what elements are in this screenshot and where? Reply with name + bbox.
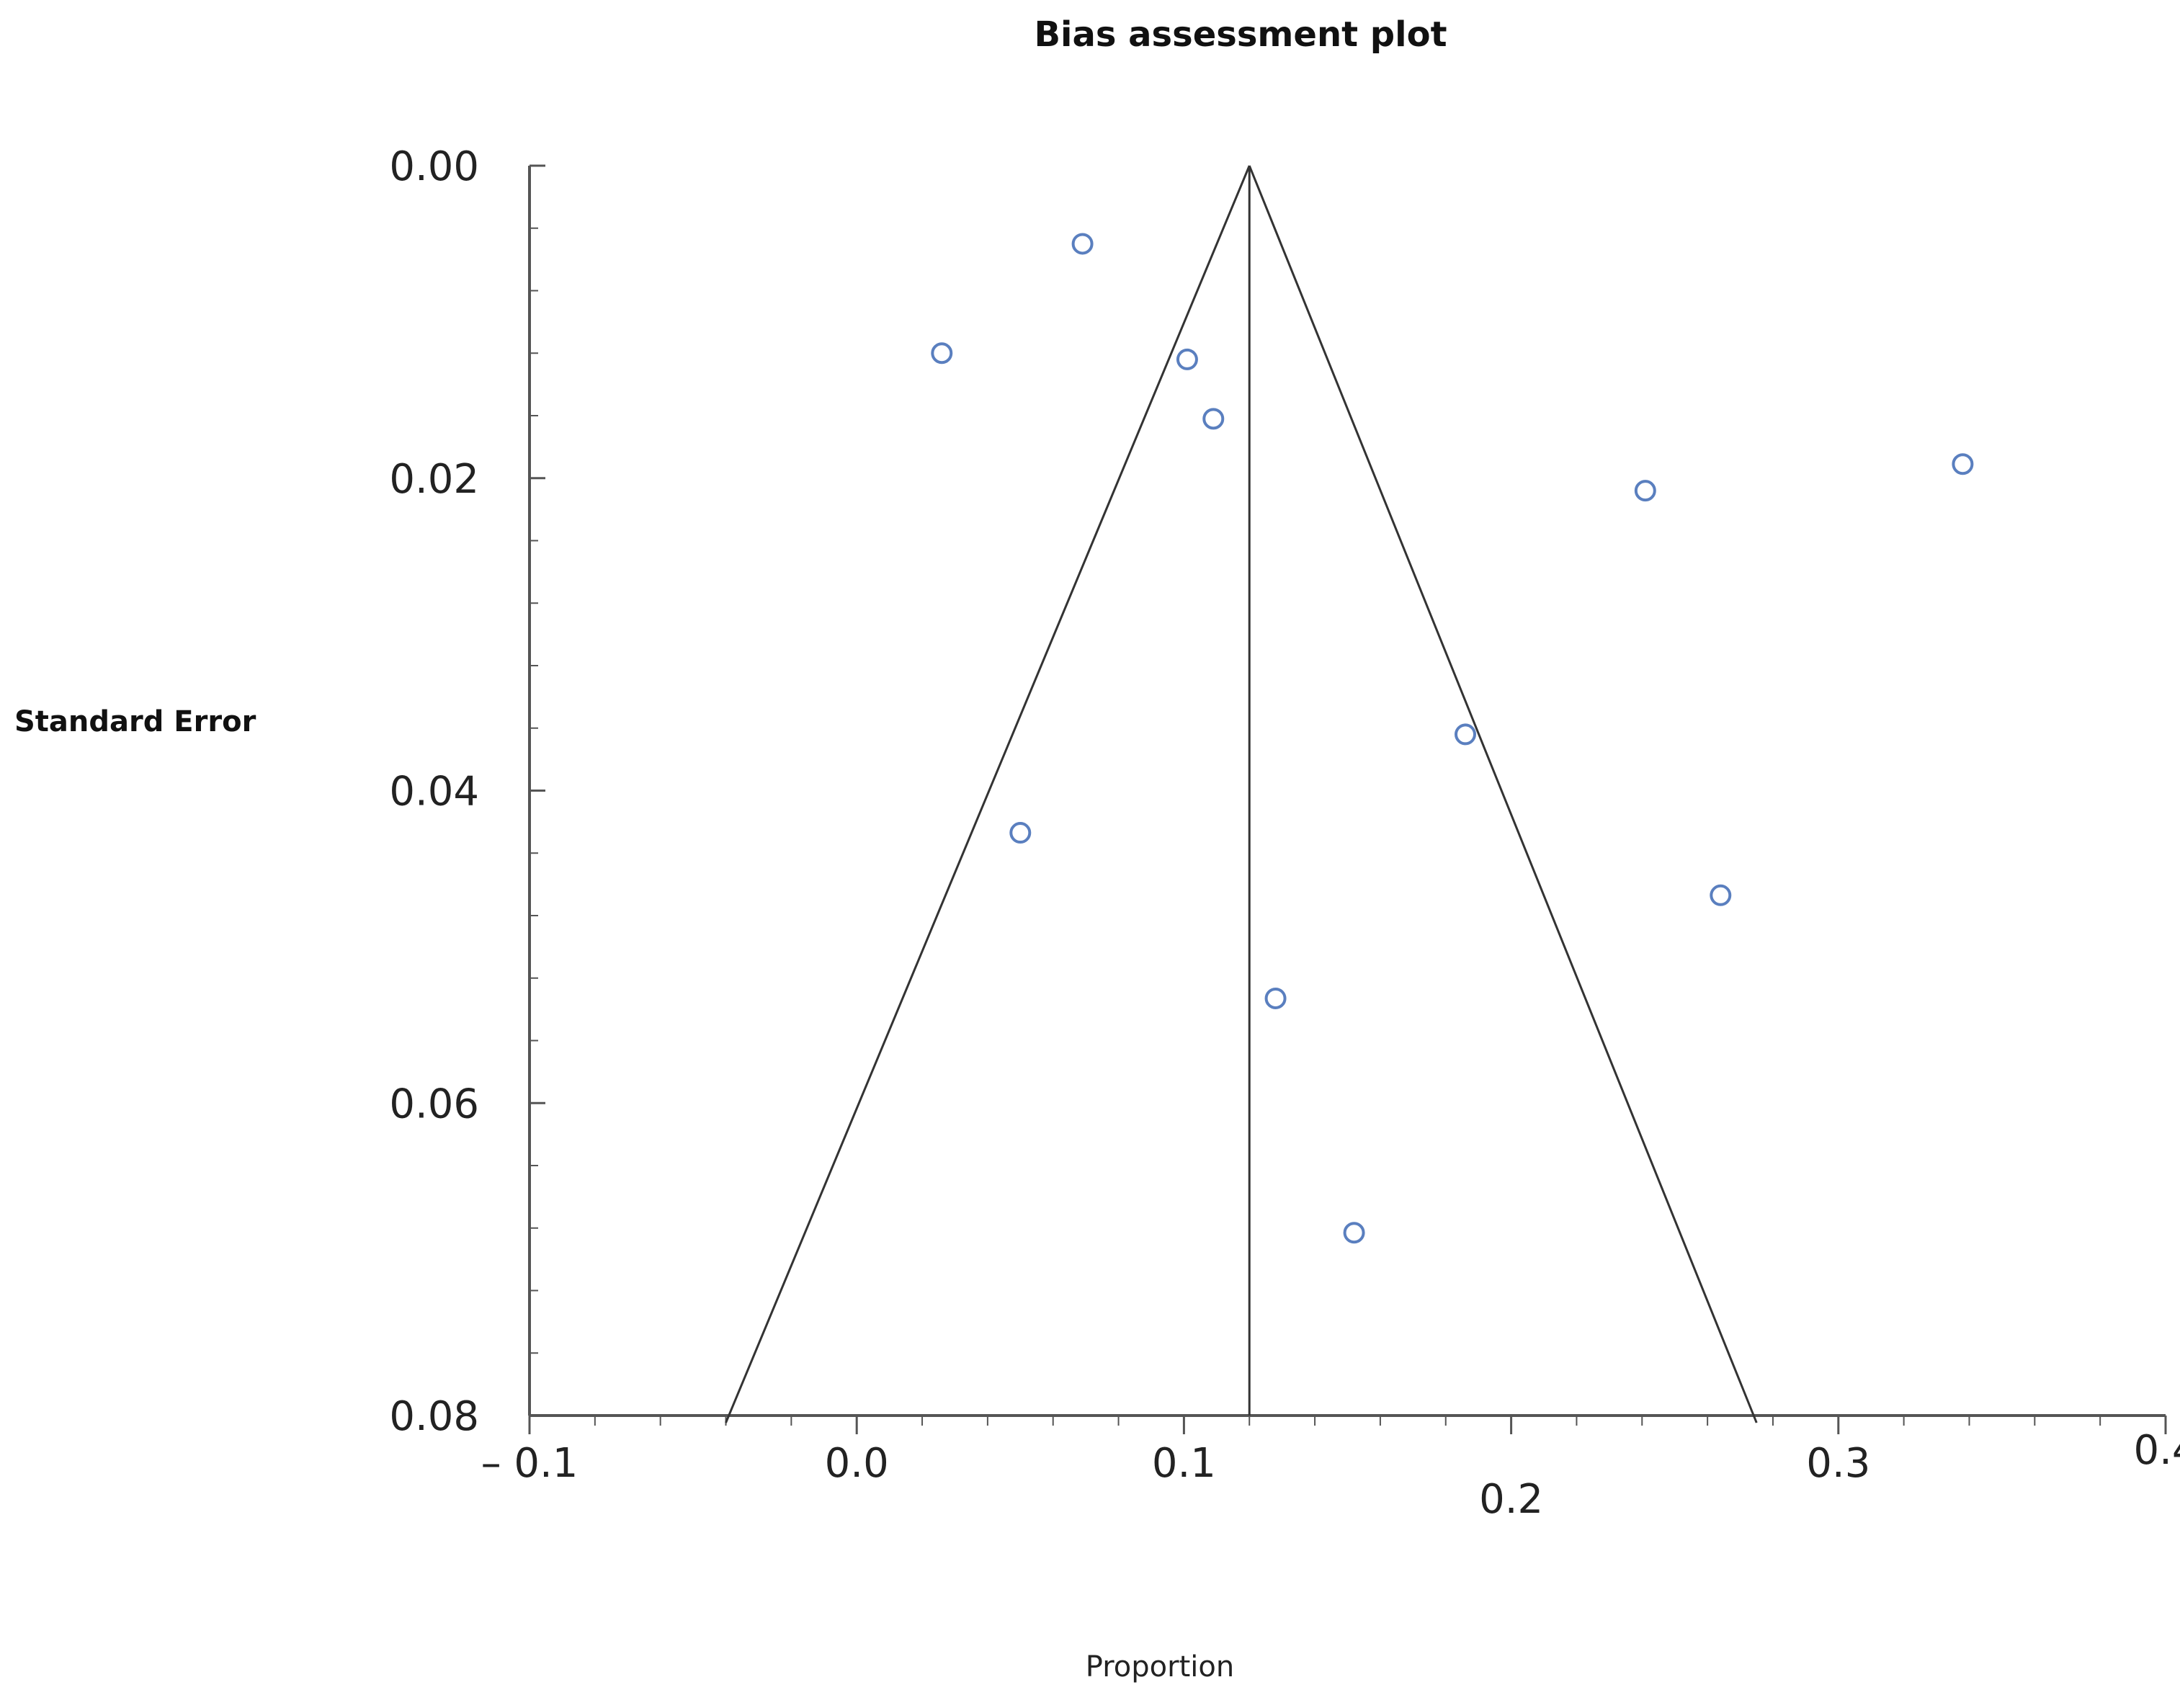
data-point bbox=[1071, 233, 1094, 255]
y-tick-label: 0.06 bbox=[389, 1081, 479, 1127]
x-tick-label: – 0.1 bbox=[481, 1440, 578, 1487]
x-tick-label: 0.1 bbox=[1152, 1440, 1216, 1487]
data-point bbox=[1264, 987, 1287, 1009]
tick-labels: 0.00 0.02 0.04 0.06 0.08– 0.1 0.0 0.1 0.2 0.3 0.4 bbox=[389, 143, 2180, 1523]
data-point bbox=[1634, 480, 1656, 502]
axes bbox=[528, 164, 2167, 1434]
x-axis-label: Proportion bbox=[1086, 1650, 1234, 1684]
x-tick-label: 0.0 bbox=[825, 1440, 889, 1487]
funnel-right-line bbox=[1248, 165, 1758, 1423]
data-point bbox=[1009, 822, 1032, 844]
data-point bbox=[1710, 884, 1732, 906]
y-tick-label: 0.04 bbox=[389, 769, 479, 815]
data-point bbox=[1202, 408, 1225, 430]
y-tick-label: 0.00 bbox=[389, 143, 479, 190]
funnel-lines bbox=[725, 165, 1758, 1423]
y-tick-label: 0.02 bbox=[389, 456, 479, 503]
chart-title: Bias assessment plot bbox=[1034, 14, 1447, 55]
x-tick-label: 0.4 bbox=[2133, 1427, 2180, 1474]
data-point bbox=[1176, 348, 1198, 370]
data-point bbox=[931, 342, 953, 365]
x-tick-label: 0.2 bbox=[1479, 1476, 1543, 1523]
data-point bbox=[1455, 723, 1477, 746]
funnel-left-line bbox=[725, 165, 1251, 1423]
data-point bbox=[1952, 453, 1974, 475]
data-point bbox=[1343, 1222, 1365, 1244]
data-points bbox=[931, 233, 1974, 1244]
y-axis-label: Standard Error bbox=[14, 705, 256, 738]
x-tick-label: 0.3 bbox=[1806, 1440, 1870, 1487]
y-tick-label: 0.08 bbox=[389, 1393, 479, 1440]
